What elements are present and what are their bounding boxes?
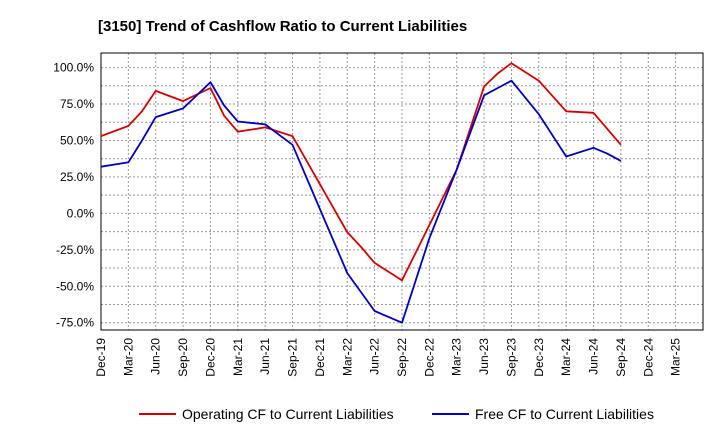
x-tick-label: Sep-23 (504, 338, 518, 377)
x-tick-label: Mar-20 (121, 338, 135, 376)
x-tick-label: Jun-24 (587, 338, 601, 375)
y-tick-label: -75.0% (56, 316, 94, 330)
y-tick-label: 100.0% (53, 61, 94, 75)
x-tick-label: Dec-23 (532, 338, 546, 377)
series-line-2 (100, 79, 622, 324)
plot-background (101, 53, 703, 330)
x-tick-label: Jun-21 (258, 338, 272, 375)
x-tick-label: Dec-20 (203, 338, 217, 377)
legend: Operating CF to Current Liabilities Free … (139, 406, 654, 422)
x-tick-label: Dec-19 (94, 338, 108, 377)
series-line-1 (100, 62, 622, 282)
x-tick-label: Mar-25 (669, 338, 683, 376)
y-tick-label: 50.0% (60, 133, 94, 147)
x-tick-label: Mar-21 (231, 338, 245, 376)
x-tick-label: Mar-24 (559, 338, 573, 376)
x-tick-label: Sep-20 (176, 338, 190, 377)
legend-label-1: Operating CF to Current Liabilities (182, 406, 394, 422)
x-tick-label: Mar-22 (340, 338, 354, 376)
x-tick-label: Dec-24 (641, 338, 655, 377)
x-tick-label: Sep-24 (614, 338, 628, 377)
y-tick-label: -50.0% (56, 279, 94, 293)
y-tick-label: 25.0% (60, 170, 94, 184)
x-tick-label: Jun-22 (368, 338, 382, 375)
x-tick-label: Jun-20 (149, 338, 163, 375)
x-tick-label: Dec-22 (422, 338, 436, 377)
legend-label-2: Free CF to Current Liabilities (475, 406, 654, 422)
chart-title: [3150] Trend of Cashflow Ratio to Curren… (98, 18, 467, 35)
x-tick-label: Sep-21 (286, 338, 300, 377)
x-tick-label: Jun-23 (477, 338, 491, 375)
x-tick-label: Mar-23 (450, 338, 464, 376)
y-tick-label: 0.0% (67, 206, 95, 220)
x-tick-label: Sep-22 (395, 338, 409, 377)
y-tick-label: 75.0% (60, 97, 94, 111)
plot-border (100, 52, 704, 331)
plot-area: 100.0% 75.0% 50.0% 25.0% 0.0% -25.0% -50.0% -75… (53, 52, 704, 377)
x-tick-label: Dec-21 (313, 338, 327, 377)
y-tick-label: -25.0% (56, 243, 94, 257)
